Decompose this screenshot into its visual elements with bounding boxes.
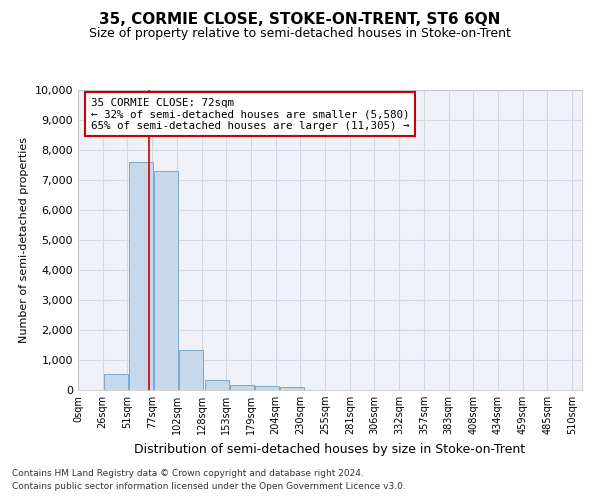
Bar: [280, 387, 304, 390]
Bar: [255, 386, 279, 390]
Bar: [129, 162, 153, 390]
Bar: [205, 380, 229, 390]
Text: 35, CORMIE CLOSE, STOKE-ON-TRENT, ST6 6QN: 35, CORMIE CLOSE, STOKE-ON-TRENT, ST6 6Q…: [100, 12, 500, 28]
X-axis label: Distribution of semi-detached houses by size in Stoke-on-Trent: Distribution of semi-detached houses by …: [134, 442, 526, 456]
Bar: [179, 350, 203, 390]
Bar: [154, 171, 178, 390]
Text: Contains HM Land Registry data © Crown copyright and database right 2024.: Contains HM Land Registry data © Crown c…: [12, 469, 364, 478]
Bar: [230, 385, 254, 390]
Text: 35 CORMIE CLOSE: 72sqm
← 32% of semi-detached houses are smaller (5,580)
65% of : 35 CORMIE CLOSE: 72sqm ← 32% of semi-det…: [91, 98, 409, 130]
Y-axis label: Number of semi-detached properties: Number of semi-detached properties: [19, 137, 29, 343]
Text: Contains public sector information licensed under the Open Government Licence v3: Contains public sector information licen…: [12, 482, 406, 491]
Bar: [104, 374, 128, 390]
Text: Size of property relative to semi-detached houses in Stoke-on-Trent: Size of property relative to semi-detach…: [89, 28, 511, 40]
